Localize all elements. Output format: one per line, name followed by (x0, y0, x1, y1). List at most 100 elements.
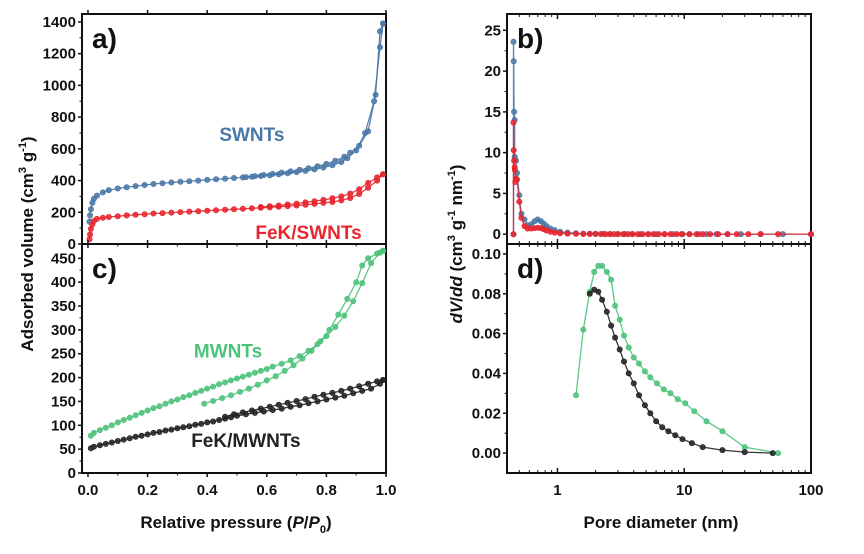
data-point (320, 196, 327, 203)
y-tick-label: 15 (484, 104, 501, 121)
data-point (647, 410, 654, 417)
data-point (699, 231, 706, 238)
data-point (102, 424, 109, 431)
data-point (510, 38, 517, 45)
series-label: FeK/SWNTs (255, 223, 361, 244)
data-point (344, 295, 351, 302)
data-point (257, 405, 264, 412)
data-point (99, 214, 106, 221)
data-point (305, 400, 312, 407)
data-point (757, 231, 764, 238)
subscript: 0 (320, 524, 326, 536)
data-point (353, 279, 360, 286)
data-point (192, 389, 199, 396)
data-point (374, 378, 381, 385)
data-point (653, 418, 660, 425)
x-tick-label: 1 (553, 482, 561, 499)
series-line-desorption (245, 23, 384, 178)
data-point (745, 231, 752, 238)
data-point (102, 440, 109, 447)
data-point (733, 231, 740, 238)
data-point (114, 419, 121, 426)
text-part: nm (447, 180, 466, 210)
data-point (608, 322, 615, 329)
data-point (284, 201, 291, 208)
y-axis-label-dvdd: dV/dd (cm3 g-1 nm-1) (446, 165, 466, 324)
data-point (216, 381, 223, 388)
data-point (374, 174, 381, 181)
text-part: dV (447, 300, 466, 323)
data-point (257, 203, 264, 210)
superscript: -1 (17, 142, 29, 152)
data-point (156, 403, 163, 410)
data-point (379, 171, 386, 178)
data-point (639, 231, 646, 238)
data-point (269, 363, 276, 370)
data-point (625, 344, 632, 351)
data-point (323, 333, 330, 340)
data-point (323, 396, 330, 403)
x-tick-label: 0.0 (78, 482, 99, 499)
y-tick-label: 200 (51, 370, 76, 387)
panel-tag: c) (92, 253, 117, 284)
data-point (359, 387, 366, 394)
data-point (216, 416, 223, 423)
text-part: g (447, 220, 466, 235)
data-point (655, 231, 662, 238)
data-point (376, 28, 383, 35)
y-tick-label: 450 (51, 250, 76, 267)
data-point (87, 206, 94, 213)
data-point (379, 247, 386, 254)
data-point (186, 423, 193, 430)
series-label: MWNTs (194, 342, 262, 363)
data-point (514, 176, 521, 183)
data-point (641, 402, 648, 409)
data-point (679, 231, 686, 238)
data-point (114, 213, 121, 220)
panel-c-isotherm-mwnts: 0 50 100 150 200 250 300 350 400 450 0.0 0.2 0.4 0.6 0… (51, 240, 396, 499)
data-point (260, 171, 267, 178)
data-point (629, 231, 636, 238)
data-point (287, 168, 294, 175)
y-tick-label: 800 (51, 109, 76, 126)
data-point (595, 288, 602, 295)
data-point (248, 205, 255, 212)
data-point (302, 199, 309, 206)
data-point (222, 206, 229, 213)
data-point (263, 377, 270, 384)
data-point (275, 202, 282, 209)
data-point (379, 20, 386, 27)
data-point (347, 190, 354, 197)
text-part: dd (447, 276, 466, 297)
data-point (510, 231, 517, 238)
data-point (201, 400, 208, 407)
data-point (511, 108, 518, 115)
data-point (608, 276, 615, 283)
text-part: (cm (447, 241, 466, 276)
y-tick-label: 0 (493, 226, 501, 243)
panel-a-isotherm-swnts: 0 200 400 600 800 1000 1200 1400 a) SWNTs FeK/SWNT… (43, 10, 387, 253)
data-point (210, 397, 217, 404)
data-point (177, 209, 184, 216)
text-part: / (447, 297, 466, 302)
data-point (269, 170, 276, 177)
data-point (614, 231, 621, 238)
data-point (356, 186, 363, 193)
series-label: SWNTs (219, 125, 284, 146)
data-point (368, 385, 375, 392)
data-point (688, 440, 695, 447)
superscript: -1 (446, 170, 458, 180)
series-mwnts: MWNTs (87, 247, 386, 439)
series-fek-mwnts (586, 286, 776, 457)
data-point (724, 231, 731, 238)
data-point (612, 334, 619, 341)
data-point (510, 119, 517, 126)
data-point (204, 207, 211, 214)
data-point (287, 403, 294, 410)
x-axis-label-relative-pressure: Relative pressure (P/P0) (140, 513, 331, 536)
data-point (180, 394, 187, 401)
data-point (90, 429, 97, 436)
panel-tag: b) (517, 23, 543, 54)
y-tick-label: 350 (51, 298, 76, 315)
data-point (239, 205, 246, 212)
